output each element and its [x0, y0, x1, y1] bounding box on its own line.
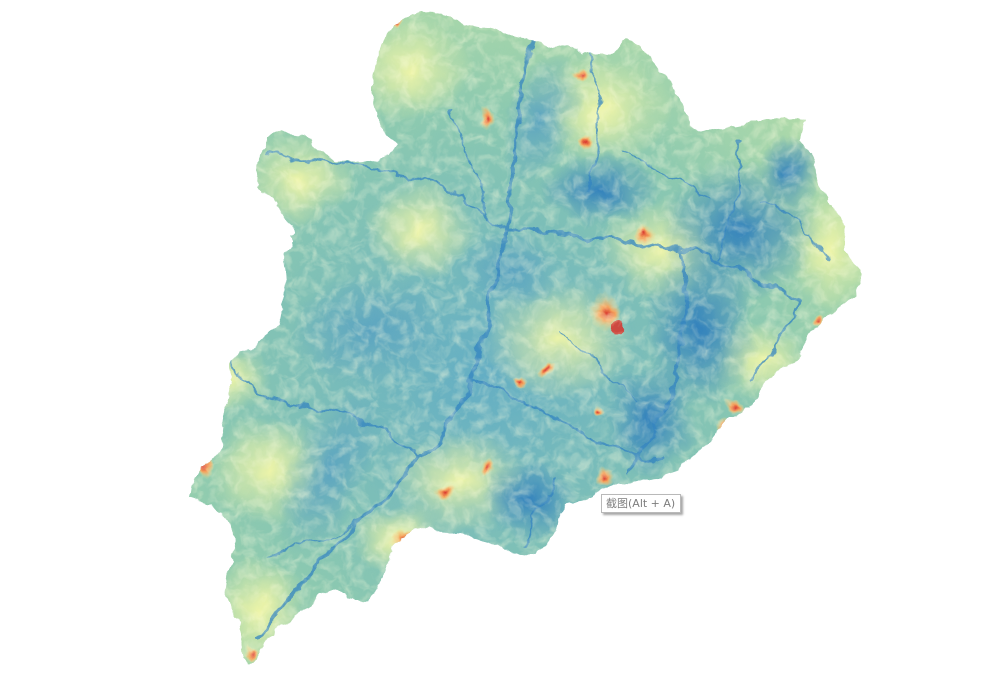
tooltip-text: 截图(Alt + A) — [606, 497, 676, 510]
region-body — [188, 14, 860, 662]
screenshot-tooltip: 截图(Alt + A) — [601, 494, 682, 513]
